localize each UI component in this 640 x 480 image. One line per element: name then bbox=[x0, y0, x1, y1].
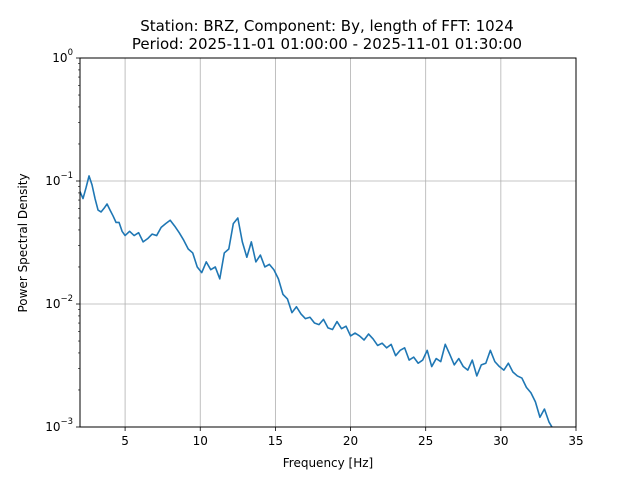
chart-title-line2: Period: 2025-11-01 01:00:00 - 2025-11-01… bbox=[132, 35, 522, 53]
x-tick-label: 35 bbox=[568, 434, 583, 448]
y-tick-label: 10−1 bbox=[45, 171, 73, 188]
y-tick-label-exponent: −3 bbox=[60, 417, 73, 427]
x-axis-label: Frequency [Hz] bbox=[283, 456, 374, 470]
y-tick-label-base: 10 bbox=[45, 420, 60, 434]
x-tick-label: 25 bbox=[418, 434, 433, 448]
chart-title-line1: Station: BRZ, Component: By, length of F… bbox=[140, 17, 514, 35]
y-tick-label: 100 bbox=[52, 48, 73, 65]
y-tick-label-exponent: −2 bbox=[60, 294, 73, 304]
y-tick-label: 10−2 bbox=[45, 294, 73, 311]
x-tick-label: 5 bbox=[121, 434, 129, 448]
y-tick-label-base: 10 bbox=[52, 51, 67, 65]
y-tick-label-exponent: 0 bbox=[68, 48, 73, 58]
y-tick-label-exponent: −1 bbox=[60, 171, 73, 181]
psd-series-line bbox=[80, 175, 553, 427]
y-tick-label-base: 10 bbox=[45, 174, 60, 188]
x-tick-label: 10 bbox=[193, 434, 208, 448]
x-tick-label: 20 bbox=[343, 434, 358, 448]
y-tick-label-base: 10 bbox=[45, 297, 60, 311]
y-tick-label: 10−3 bbox=[45, 417, 73, 434]
plot-area bbox=[80, 175, 553, 427]
x-tick-label: 15 bbox=[268, 434, 283, 448]
y-axis-label: Power Spectral Density bbox=[16, 173, 30, 312]
x-tick-label: 30 bbox=[493, 434, 508, 448]
plot-frame bbox=[79, 57, 577, 428]
